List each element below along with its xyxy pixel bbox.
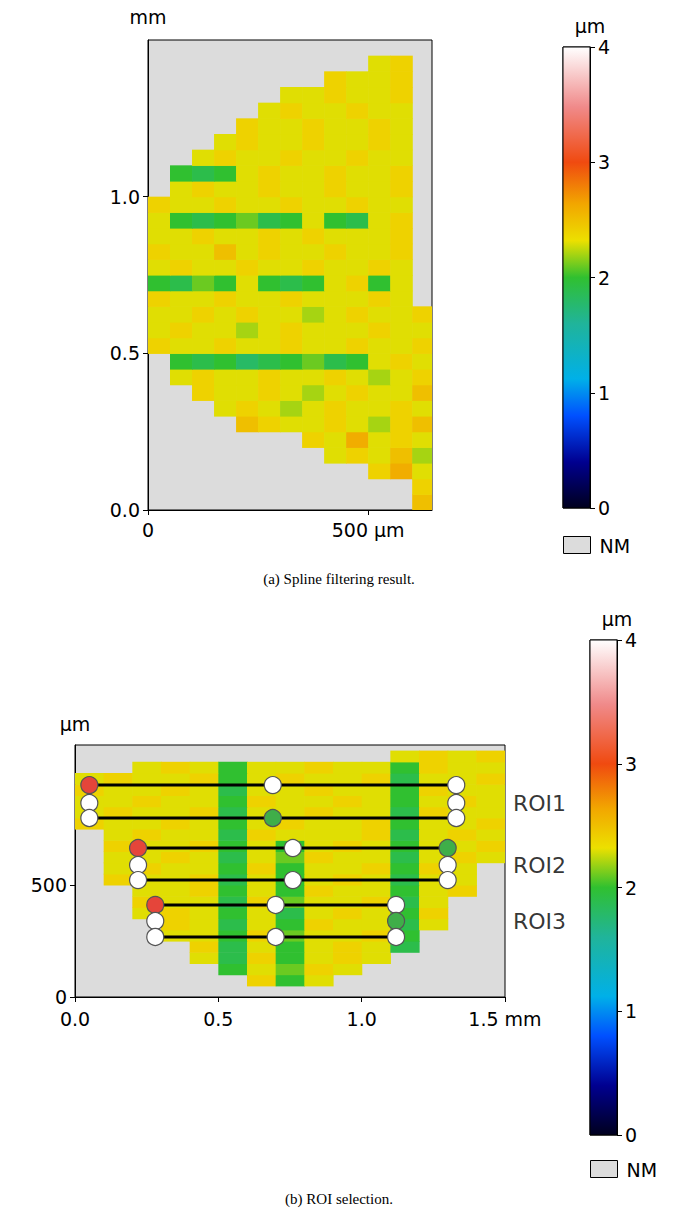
svg-text:NM: NM (600, 535, 631, 557)
svg-text:(a) Spline filtering result.: (a) Spline filtering result. (263, 571, 415, 588)
svg-text:2: 2 (598, 267, 610, 289)
svg-text:0: 0 (625, 1124, 637, 1146)
svg-text:1.0: 1.0 (110, 186, 140, 208)
svg-text:1.5 mm: 1.5 mm (468, 1008, 541, 1030)
svg-text:4: 4 (598, 36, 610, 58)
svg-text:(b) ROI selection.: (b) ROI selection. (285, 1191, 393, 1208)
svg-text:0.5: 0.5 (203, 1008, 233, 1030)
svg-text:1: 1 (625, 1000, 637, 1022)
svg-text:ROI3: ROI3 (513, 909, 566, 934)
svg-text:500: 500 (31, 874, 67, 896)
svg-text:µm: µm (602, 608, 633, 630)
svg-text:3: 3 (598, 151, 610, 173)
svg-text:0.0: 0.0 (60, 1008, 90, 1030)
svg-text:µm: µm (575, 15, 606, 37)
svg-text:3: 3 (625, 753, 637, 775)
svg-text:mm: mm (129, 6, 166, 28)
svg-text:0.0: 0.0 (110, 499, 140, 521)
svg-text:0: 0 (55, 986, 67, 1008)
svg-text:µm: µm (60, 713, 91, 735)
svg-text:4: 4 (625, 629, 637, 651)
svg-text:0.5: 0.5 (110, 342, 140, 364)
svg-text:500 µm: 500 µm (332, 519, 405, 541)
svg-text:1: 1 (598, 382, 610, 404)
svg-text:0: 0 (142, 519, 154, 541)
svg-text:NM: NM (627, 1159, 658, 1181)
svg-text:0: 0 (598, 497, 610, 519)
svg-text:2: 2 (625, 877, 637, 899)
svg-text:ROI2: ROI2 (513, 853, 566, 878)
svg-text:1.0: 1.0 (347, 1008, 377, 1030)
svg-text:ROI1: ROI1 (513, 791, 566, 816)
